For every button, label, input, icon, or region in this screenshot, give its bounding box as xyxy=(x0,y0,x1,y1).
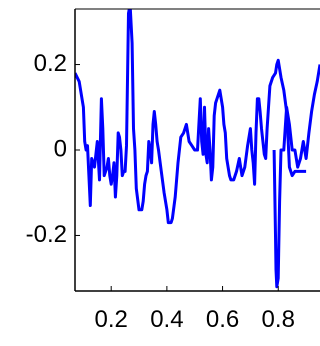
ticks: -0.2 0 0.2 0.2 0.4 0.6 0.8 xyxy=(26,50,295,333)
series-line-0 xyxy=(75,9,307,225)
y-tick-label: 0.2 xyxy=(34,50,67,77)
y-tick-label: -0.2 xyxy=(26,221,67,248)
series-layer xyxy=(75,9,320,289)
series-line-1 xyxy=(272,64,320,289)
x-tick-label: 0.4 xyxy=(150,306,183,333)
x-tick-label: 0.8 xyxy=(262,306,295,333)
x-tick-label: 0.6 xyxy=(206,306,239,333)
y-tick-label: 0 xyxy=(54,135,67,162)
x-tick-label: 0.2 xyxy=(95,306,128,333)
